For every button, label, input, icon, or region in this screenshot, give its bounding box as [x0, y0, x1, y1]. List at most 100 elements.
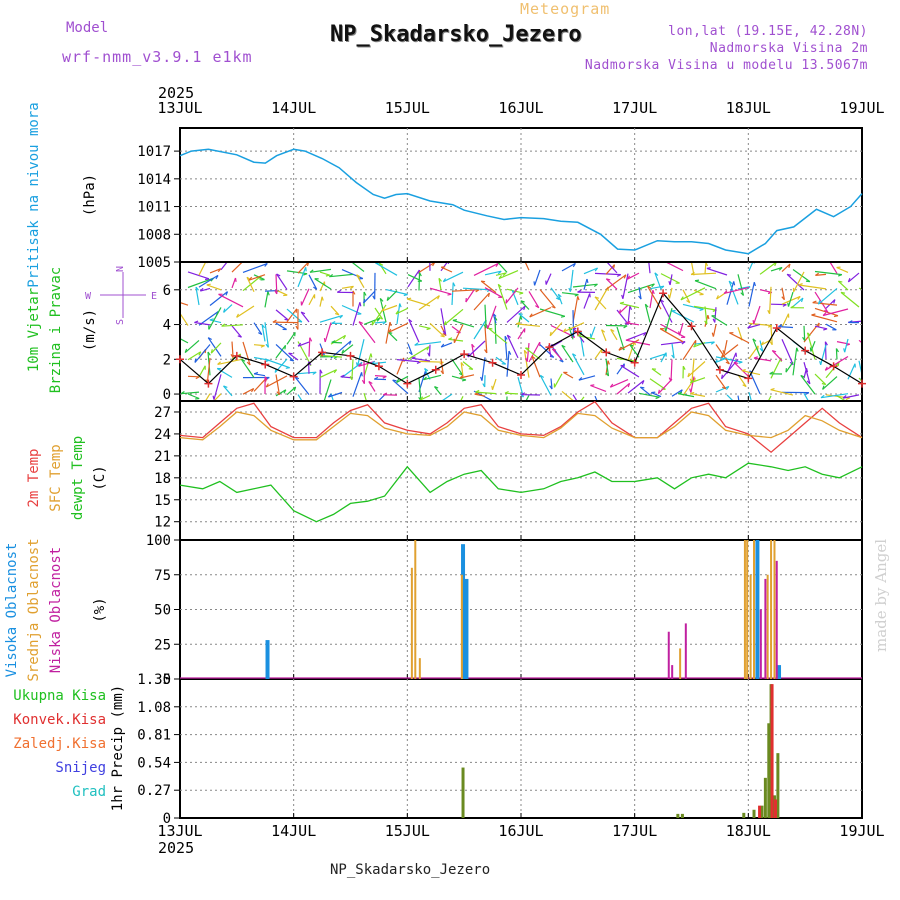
high-cloud-axis-title: Visoka Oblacnost: [4, 543, 20, 678]
wind-vector-head: [609, 383, 614, 388]
wind-vector: [181, 338, 189, 344]
y-tick-label: 0.27: [137, 783, 171, 799]
wind-vector-head: [408, 318, 413, 323]
wind-speed-marker: [744, 374, 753, 383]
total-precip-bar: [767, 723, 771, 818]
wind-vector: [223, 304, 233, 313]
wind-vector: [378, 263, 387, 275]
wind-vector: [836, 266, 849, 273]
wind-vector-head: [529, 313, 533, 318]
mid-cloud-bar: [770, 540, 773, 679]
high-cloud-bar: [461, 544, 466, 679]
wind-vector-head: [824, 309, 829, 313]
wind-vector-head: [361, 372, 363, 377]
wind-vector-head: [772, 350, 777, 353]
wind-speed-marker: [659, 289, 668, 298]
wind-vector: [590, 326, 596, 338]
wind-vector-head: [699, 308, 704, 311]
wind-vector: [781, 263, 791, 273]
wind-vector: [539, 344, 555, 358]
wind-speed-marker: [232, 351, 241, 360]
wind-vector-head: [790, 305, 795, 309]
wind-vector: [638, 286, 642, 300]
wind-vector-head: [508, 350, 512, 355]
wind-vector-head: [367, 410, 370, 413]
wind-vector-head: [442, 330, 447, 335]
compass-east: E: [151, 291, 157, 302]
wind-vector-head: [627, 383, 631, 388]
wind-vector-head: [811, 313, 816, 316]
wind-vector: [297, 371, 317, 375]
wind-vector-head: [352, 290, 356, 295]
wind-vector-head: [643, 332, 647, 336]
y-tick-label: 0: [163, 811, 171, 827]
wind-vector: [242, 263, 268, 273]
wind-vector-head: [866, 321, 869, 323]
wind-vector-head: [704, 320, 708, 325]
wind-vector: [561, 292, 579, 296]
wind-vector-head: [805, 368, 809, 373]
wind-vector-head: [204, 278, 210, 281]
wind-vector: [619, 302, 640, 309]
wind-vector: [693, 289, 704, 295]
wind-vector: [484, 304, 487, 329]
wind-vector: [207, 337, 222, 357]
time-label-top: 19JUL: [839, 99, 884, 117]
wind-vector-head: [358, 321, 363, 324]
wind-vector-head: [414, 342, 419, 346]
convective-precip-bar: [773, 799, 777, 818]
wind-vector-head: [502, 272, 507, 277]
wind-vector-head: [817, 322, 820, 328]
wind-vector-field: [181, 263, 869, 413]
wind-vector: [231, 263, 243, 273]
wind-vector-head: [408, 351, 413, 356]
wind-vector-head: [842, 395, 847, 399]
wind-vector-head: [693, 343, 697, 348]
wind-vector: [728, 280, 739, 305]
compass-north: N: [115, 266, 126, 272]
y-tick-label: 50: [154, 603, 171, 619]
wind-vector-head: [303, 273, 308, 276]
wind-vector: [580, 396, 585, 400]
wind-vector-head: [531, 355, 536, 359]
wind-vector-head: [215, 275, 219, 280]
wind-vector: [545, 273, 552, 285]
wind-vector: [858, 360, 861, 373]
wind-vector: [242, 387, 254, 395]
wind-vector: [786, 273, 805, 291]
wind-vector: [539, 289, 556, 309]
wind-vector-head: [221, 323, 226, 327]
wind-vector-head: [426, 346, 430, 351]
wind-vector: [418, 325, 431, 329]
wind-vector: [627, 272, 640, 280]
time-label-top: 15JUL: [385, 99, 430, 117]
wind-vector-head: [251, 388, 255, 393]
wind-vector-head: [671, 354, 675, 359]
wind-vector: [275, 343, 295, 362]
total-precip-bar: [680, 813, 684, 818]
compass-south: S: [115, 319, 126, 325]
wind-vector-head: [589, 333, 592, 338]
wind-vector-head: [438, 277, 442, 282]
mid-cloud-axis-title: Srednja Oblacnost: [26, 538, 42, 681]
wind-vector: [275, 389, 287, 397]
wind-vector-head: [487, 292, 490, 298]
wind-vector: [484, 270, 502, 276]
wind-vector: [275, 374, 280, 395]
wind-vector-head: [652, 290, 655, 295]
wind-vector-head: [752, 338, 757, 342]
wind-vector-head: [822, 385, 825, 390]
wind-vector: [583, 267, 598, 275]
wind-vector: [517, 328, 526, 340]
wind-vector-head: [486, 324, 489, 329]
wind-vector: [181, 391, 200, 395]
wind-vector: [286, 331, 296, 345]
wind-vector: [747, 324, 761, 329]
wind-vector: [549, 322, 563, 337]
wind-vector: [626, 322, 640, 326]
wind-vector-head: [759, 347, 764, 352]
wind-vector: [726, 394, 733, 400]
wind-vector-head: [207, 337, 212, 341]
wind-vector: [418, 263, 435, 273]
wind-vector-head: [274, 290, 278, 295]
